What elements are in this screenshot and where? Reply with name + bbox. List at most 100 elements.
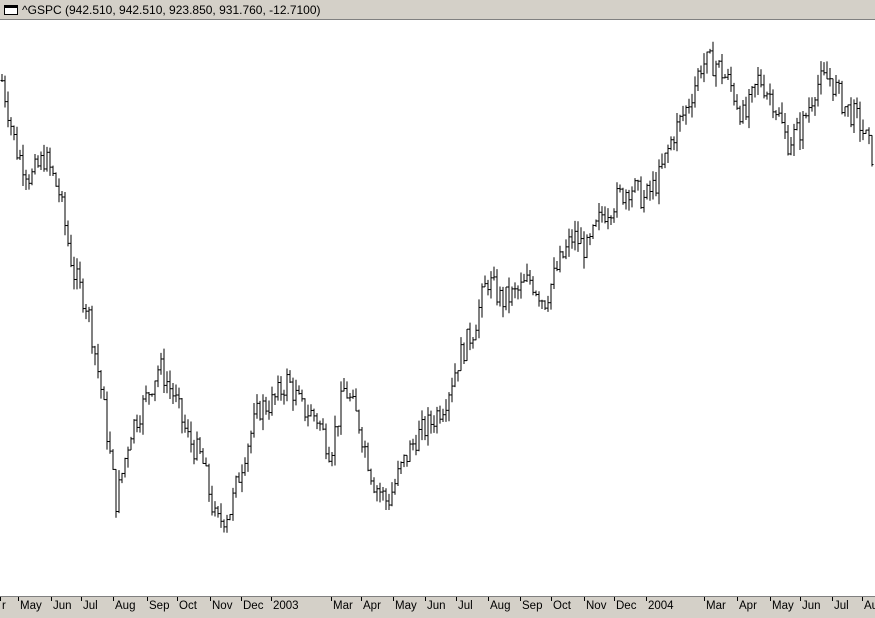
plot-area (0, 20, 875, 596)
price-bar (645, 183, 649, 200)
price-bar (507, 277, 511, 314)
x-tick-label: Apr (363, 600, 381, 612)
price-bar (117, 470, 121, 514)
price-bar (216, 506, 220, 518)
price-bar (273, 393, 277, 405)
price-bar (153, 380, 157, 402)
price-bar (207, 463, 211, 502)
price-bar (66, 220, 70, 247)
price-bar (324, 423, 328, 460)
price-bar (279, 376, 283, 401)
price-bar (246, 443, 250, 472)
x-tick-label: Jul (83, 600, 98, 612)
price-bar (300, 389, 304, 402)
price-bar (330, 451, 334, 467)
price-bar (558, 245, 562, 273)
price-bar (309, 404, 313, 417)
x-tick-label: r (2, 600, 6, 612)
price-bar (855, 97, 859, 119)
price-bar (111, 449, 115, 470)
price-bar (669, 136, 673, 151)
price-bar (519, 272, 523, 299)
price-bar (780, 102, 784, 124)
x-tick-label: Nov (586, 600, 607, 612)
price-bar (426, 407, 430, 446)
price-bar (861, 119, 865, 141)
price-bar (837, 79, 841, 94)
x-tick-mark (704, 597, 705, 601)
price-bar (282, 389, 286, 405)
price-bar (723, 74, 727, 79)
price-bar (792, 123, 796, 156)
price-bar (498, 286, 502, 307)
price-bar (864, 129, 868, 134)
price-bar (159, 352, 163, 375)
price-bar (342, 377, 346, 392)
x-tick-mark (520, 597, 521, 601)
x-tick-label: May (395, 600, 417, 612)
price-bar (261, 394, 265, 431)
price-bar (657, 159, 661, 205)
price-bar (57, 178, 61, 203)
price-bar (78, 261, 82, 289)
price-bar (213, 501, 217, 517)
price-bar (600, 206, 604, 223)
price-bar (567, 228, 571, 257)
price-bar (291, 377, 295, 411)
price-bar (294, 379, 298, 406)
price-bar (801, 110, 805, 149)
price-bar (612, 208, 616, 223)
price-bar (303, 398, 307, 422)
price-bar (624, 189, 628, 210)
price-bar (348, 392, 352, 402)
price-bar (90, 305, 94, 354)
price-bar (258, 400, 262, 421)
price-bar (36, 155, 40, 168)
price-bar (138, 415, 142, 433)
price-bar (183, 414, 187, 433)
price-bar (510, 286, 514, 306)
price-bar (774, 110, 778, 121)
price-bar (108, 431, 112, 454)
price-bar (807, 97, 811, 123)
x-tick-label: Jun (53, 600, 72, 612)
price-bar (237, 472, 241, 483)
price-bar (354, 388, 358, 412)
price-bar (276, 375, 280, 401)
price-bar (195, 431, 199, 461)
price-bar (591, 224, 595, 239)
x-tick-label: Aug (115, 600, 136, 612)
price-bar (495, 269, 499, 306)
price-bar (93, 345, 97, 366)
price-bar (546, 295, 550, 312)
x-tick-mark (551, 597, 552, 601)
price-bar (126, 446, 130, 468)
price-bar (852, 99, 856, 134)
price-bar (621, 187, 625, 205)
x-tick-mark (51, 597, 52, 601)
price-bar (192, 439, 196, 465)
price-bar (594, 219, 598, 227)
price-bar (144, 385, 148, 403)
price-bar (603, 206, 607, 224)
price-bar (3, 75, 7, 108)
price-bar (384, 488, 388, 511)
price-bar (678, 114, 682, 132)
price-bar (540, 299, 544, 309)
window-titlebar: ^GSPC (942.510, 942.510, 923.850, 931.76… (0, 0, 875, 20)
price-bar (738, 105, 742, 125)
price-bar (453, 363, 457, 388)
price-bar (528, 270, 532, 285)
window-icon[interactable] (4, 4, 18, 15)
price-bar (456, 370, 460, 382)
price-bar (297, 385, 301, 395)
price-bar (696, 68, 700, 91)
price-bar (156, 365, 160, 388)
x-tick-mark (456, 597, 457, 601)
price-bar (339, 381, 343, 435)
price-bar (549, 283, 553, 310)
price-chart[interactable] (0, 20, 875, 596)
price-bar (534, 290, 538, 297)
price-bar (732, 82, 736, 106)
price-bar (6, 91, 10, 128)
